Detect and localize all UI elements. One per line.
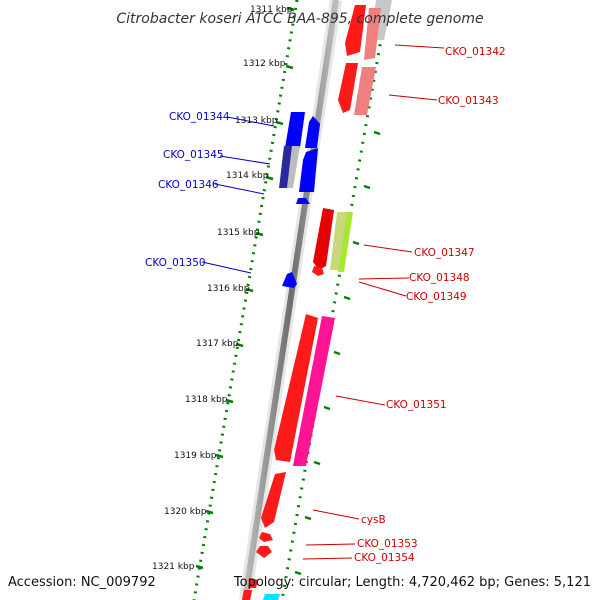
label-cko-01351[interactable]: CKO_01351 <box>386 399 447 411</box>
label-cko-01343[interactable]: CKO_01343 <box>438 95 499 107</box>
label-cko-01346[interactable]: CKO_01346 <box>158 179 219 191</box>
gene-cko-01351-b <box>293 316 335 466</box>
gene-cko-01350 <box>282 272 297 288</box>
topology-text: Topology: circular; Length: 4,720,462 bp… <box>233 575 591 590</box>
kbp-tick-marks <box>195 6 295 570</box>
map-title: Citrobacter koseri ATCC BAA-895, complet… <box>116 11 483 27</box>
gene-cko-01342-b <box>364 8 381 60</box>
kbp-label-1314: 1314 kbp <box>226 171 269 181</box>
gene-cko-01353 <box>259 532 273 542</box>
kbp-label-1320: 1320 kbp <box>164 507 207 517</box>
label-cko-01348[interactable]: CKO_01348 <box>409 272 470 284</box>
label-cko-01345[interactable]: CKO_01345 <box>163 149 224 161</box>
gene-cko-01343-b <box>354 67 376 115</box>
label-cko-01353[interactable]: CKO_01353 <box>357 538 418 550</box>
gene-cko-01351-a <box>274 314 318 462</box>
gene-cko-01342-a <box>345 5 366 56</box>
label-cko-01347[interactable]: CKO_01347 <box>414 247 475 259</box>
gene-cko-01354 <box>256 546 272 558</box>
kbp-label-1316: 1316 kbp <box>207 284 250 294</box>
gene-cko-01344-b <box>305 116 320 148</box>
gene-cko-01348 <box>330 212 347 270</box>
kbp-label-1315: 1315 kbp <box>217 228 260 238</box>
gene-cko-01346 <box>296 198 310 204</box>
kbp-label-1317: 1317 kbp <box>196 339 239 349</box>
right-dotted-line <box>280 0 390 600</box>
gene-cko-01348-small <box>312 266 324 276</box>
label-cysb[interactable]: cysB <box>361 514 386 526</box>
gene-cko-01344-a <box>285 112 305 148</box>
gene-cysb <box>261 472 286 528</box>
gene-cko-01343-a <box>338 63 358 113</box>
kbp-label-1319: 1319 kbp <box>174 451 217 461</box>
kbp-label-1311: 1311 kbp <box>250 5 293 15</box>
label-cko-01350[interactable]: CKO_01350 <box>145 257 206 269</box>
kbp-label-1321: 1321 kbp <box>152 562 195 572</box>
kbp-label-1313: 1313 kbp <box>235 116 278 126</box>
label-cko-01344[interactable]: CKO_01344 <box>169 111 230 123</box>
gene-bottom-red <box>248 578 258 588</box>
gene-bottom-red-2 <box>242 590 252 600</box>
kbp-scale-line <box>192 0 299 600</box>
accession-text: Accession: NC_009792 <box>8 575 156 590</box>
kbp-label-1318: 1318 kbp <box>185 395 228 405</box>
label-cko-01342[interactable]: CKO_01342 <box>445 46 506 58</box>
gene-cko-01349 <box>338 212 353 272</box>
gene-cko-01345-b <box>299 148 318 192</box>
gene-cko-01347 <box>313 208 334 270</box>
label-cko-01354[interactable]: CKO_01354 <box>354 552 415 564</box>
label-cko-01349[interactable]: CKO_01349 <box>406 291 467 303</box>
gene-cko-01345-gray <box>287 146 300 188</box>
gene-bottom-cyan <box>263 594 280 600</box>
backbone <box>239 0 342 600</box>
right-ticks <box>294 130 381 576</box>
kbp-label-1312: 1312 kbp <box>243 59 286 69</box>
left-connectors <box>201 116 275 274</box>
right-connectors <box>302 44 445 560</box>
